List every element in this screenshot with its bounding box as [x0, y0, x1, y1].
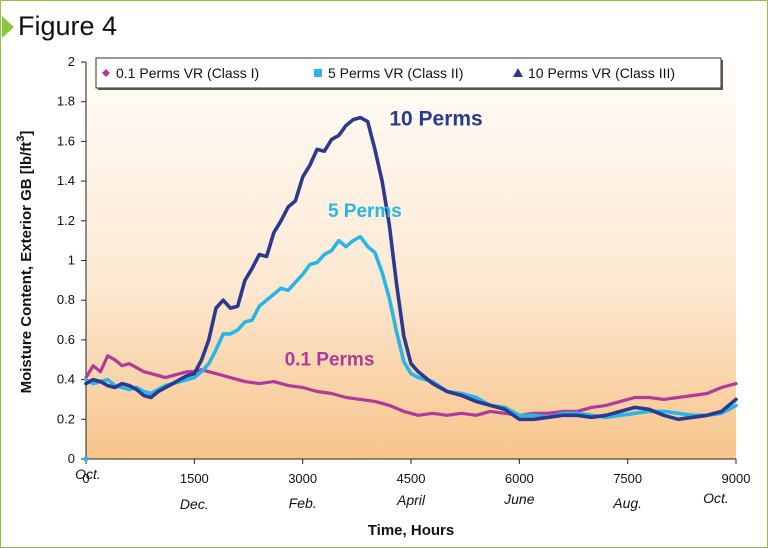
x-tick-label: 9000: [722, 471, 751, 486]
month-label: Dec.: [180, 496, 209, 512]
figure-label: Figure 4: [18, 11, 118, 41]
y-tick-label: 1.8: [57, 94, 75, 109]
month-label: June: [503, 491, 535, 507]
x-tick-label: 1500: [180, 471, 209, 486]
legend-shadow: [721, 60, 723, 90]
y-tick-label: 1: [68, 253, 75, 268]
y-tick-label: 0.8: [57, 292, 75, 307]
x-tick-label: 4500: [397, 471, 426, 486]
y-tick-label: 0.2: [57, 411, 75, 426]
x-tick-label: 3000: [288, 471, 317, 486]
month-label: April: [396, 492, 426, 508]
series-line-3: [84, 115, 738, 422]
y-axis-label-close: ]: [18, 131, 35, 136]
month-label: Oct.: [75, 466, 101, 482]
plot-area: [86, 62, 736, 459]
month-label: Aug.: [612, 495, 642, 511]
y-tick-label: 1.4: [57, 173, 75, 188]
series-annotation: 0.1 Perms: [285, 350, 375, 371]
legend-shadow: [98, 88, 723, 90]
x-axis-label: Time, Hours: [368, 522, 454, 539]
month-label: Feb.: [289, 495, 317, 511]
legend-label: 10 Perms VR (Class III): [528, 65, 675, 81]
y-axis-label: Moisture Content, Exterior GB [lb/ft3]: [15, 131, 35, 394]
y-tick-label: 1.6: [57, 133, 75, 148]
legend-marker-diamond-icon: [102, 69, 110, 77]
x-tick-label: 6000: [505, 471, 534, 486]
month-label: Oct.: [703, 490, 729, 506]
series-annotation: 10 Perms: [389, 108, 482, 131]
y-tick-label: 1.2: [57, 213, 75, 228]
legend: 0.1 Perms VR (Class I) 5 Perms VR (Class …: [95, 57, 723, 90]
y-tick-label: 0.6: [57, 332, 75, 347]
origin-point: [83, 456, 89, 462]
y-tick-label: 2: [68, 54, 75, 69]
figure-arrow-icon: [2, 16, 14, 38]
series-annotation: 5 Perms: [328, 201, 402, 222]
legend-marker-triangle-icon: [513, 68, 523, 77]
x-tick-label: 7500: [613, 471, 642, 486]
legend-marker-square-icon: [314, 69, 322, 77]
x-tick-label: 0: [82, 471, 89, 486]
y-tick-label: 0: [68, 451, 75, 466]
y-axis-label-superscript: 3: [15, 136, 27, 142]
y-tick-label: 0.4: [57, 372, 75, 387]
legend-label: 5 Perms VR (Class II): [328, 65, 463, 81]
series-line-1: [84, 354, 738, 417]
legend-label: 0.1 Perms VR (Class I): [116, 65, 259, 81]
